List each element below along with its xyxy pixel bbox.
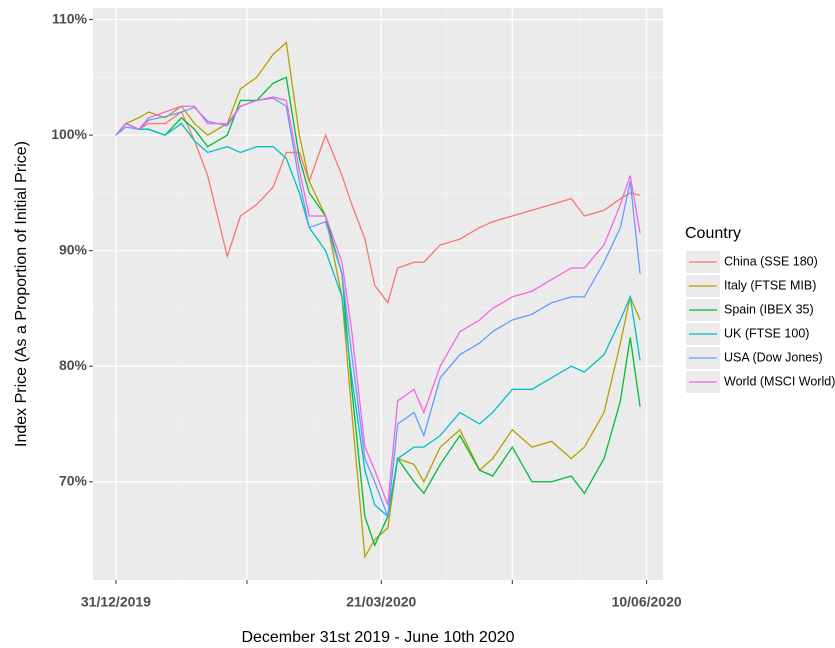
legend-label: USA (Dow Jones) (724, 350, 823, 364)
series-line (115, 97, 641, 517)
y-tick-label: 90% (59, 241, 88, 257)
y-axis-title: Index Price (As a Proportion of Initial … (13, 141, 30, 447)
y-tick-label: 70% (59, 472, 88, 488)
x-tick-label: 31/12/2019 (81, 594, 151, 610)
legend-label: World (MSCI World) (724, 374, 835, 388)
legend-label: Italy (FTSE MIB) (724, 278, 816, 292)
legend-title: Country (685, 225, 741, 242)
y-tick-label: 80% (59, 357, 88, 373)
panel (93, 8, 663, 580)
series-line (115, 96, 641, 506)
x-tick-label: 21/03/2020 (346, 594, 416, 610)
legend-label: UK (FTSE 100) (724, 326, 809, 340)
y-tick-label: 110% (52, 10, 88, 26)
series-line (115, 76, 641, 548)
legend-label: Spain (IBEX 35) (724, 302, 814, 316)
x-axis-title: December 31st 2019 - June 10th 2020 (241, 629, 514, 646)
legend-label: China (SSE 180) (724, 254, 818, 268)
series-line (115, 122, 641, 518)
series-line (115, 41, 641, 560)
y-tick-label: 100% (51, 126, 87, 142)
x-tick-label: 10/06/2020 (612, 594, 682, 610)
